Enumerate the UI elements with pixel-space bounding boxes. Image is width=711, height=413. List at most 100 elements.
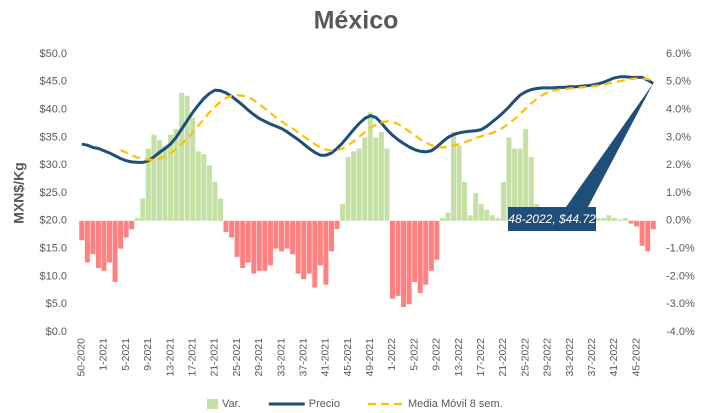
x-tick-label: 33-2021 [275,338,287,377]
legend-label: Media Móvil 8 sem. [408,398,503,410]
line-series [81,75,654,164]
bar [439,218,445,221]
annotation-text: 48-2022, $44.72 [508,212,596,226]
bar [356,148,362,221]
x-tick-label: 21-2022 [497,338,509,377]
bar [140,198,146,221]
bar [512,148,518,221]
x-tick-label: 41-2021 [320,338,332,377]
bar [478,204,484,221]
bar [251,220,257,274]
y-tick-label: $20.0 [39,215,67,227]
chart-title: México [314,7,399,35]
bar [145,148,151,221]
bar [340,204,346,221]
bar [395,220,401,296]
y2-tick-label: -2.0% [666,270,695,282]
bar [362,137,368,221]
bar [384,148,390,221]
y2-tick-label: 3.0% [666,131,691,143]
bar [528,156,534,221]
y-tick-label: $45.0 [39,76,67,88]
x-tick-label: 5-2022 [408,338,420,371]
bar [162,145,168,221]
y-tick-label: $40.0 [39,104,67,116]
bar [312,220,318,288]
bar [317,220,323,266]
bar [279,220,285,252]
bar [367,112,373,221]
bar [484,209,490,221]
bar [290,220,296,255]
bar [328,220,334,252]
bar [473,193,479,221]
bar [523,129,529,221]
bar [378,131,384,221]
bar [118,220,124,249]
x-tick-label: 13-2021 [164,338,176,377]
bar [323,220,329,285]
bar [467,215,473,221]
x-tick-label: 29-2022 [542,338,554,377]
y-axis-label: MXN$/Kg [11,162,27,223]
x-tick-label: 5-2021 [120,338,132,371]
bar [462,181,468,221]
x-tick-label: 1-2021 [98,338,110,371]
bar [245,220,251,263]
bar [517,148,523,221]
bar [401,220,407,307]
x-tick-label: 37-2022 [586,338,598,377]
bar [168,134,174,221]
y2-tick-label: -4.0% [666,326,695,338]
y-tick-label: $10.0 [39,270,67,282]
y2-tick-label: 5.0% [666,76,691,88]
x-tick-label: 29-2021 [253,338,265,377]
bar [650,220,656,230]
bar [634,220,640,227]
bar [306,220,312,274]
bar [595,218,601,221]
bar [606,215,612,221]
bar [295,220,301,274]
bar [129,220,135,230]
x-tick-label: 25-2022 [519,338,531,377]
bar [267,220,273,266]
x-tick-label: 1-2022 [386,338,398,371]
bar [79,220,85,241]
bar [234,220,240,257]
bar [495,218,501,221]
bar [500,181,506,221]
bar [639,220,645,246]
bar [284,220,290,249]
bar [101,220,107,271]
legend-swatch [207,399,218,409]
y2-tick-label: 2.0% [666,159,691,171]
bar [217,198,223,221]
bar [123,220,129,238]
bar [173,129,179,221]
bar [450,131,456,221]
bar [156,140,162,221]
bar [406,220,412,305]
x-tick-label: 13-2022 [453,338,465,377]
bar [456,145,462,221]
bar [190,117,196,221]
annotation-box [508,207,596,231]
y-tick-label: $25.0 [39,187,67,199]
bar [428,220,434,271]
x-tick-label: 17-2022 [475,338,487,377]
bar [256,220,262,271]
y-tick-label: $15.0 [39,243,67,255]
bar [417,220,423,294]
line-series [120,77,654,161]
bar [373,137,379,221]
bar [151,134,157,221]
bar [179,92,185,221]
x-tick-label: 49-2021 [364,338,376,377]
x-tick-label: 37-2021 [297,338,309,377]
bar [195,151,201,221]
bar [434,220,440,260]
y-tick-label: $30.0 [39,159,67,171]
bar [389,220,395,299]
